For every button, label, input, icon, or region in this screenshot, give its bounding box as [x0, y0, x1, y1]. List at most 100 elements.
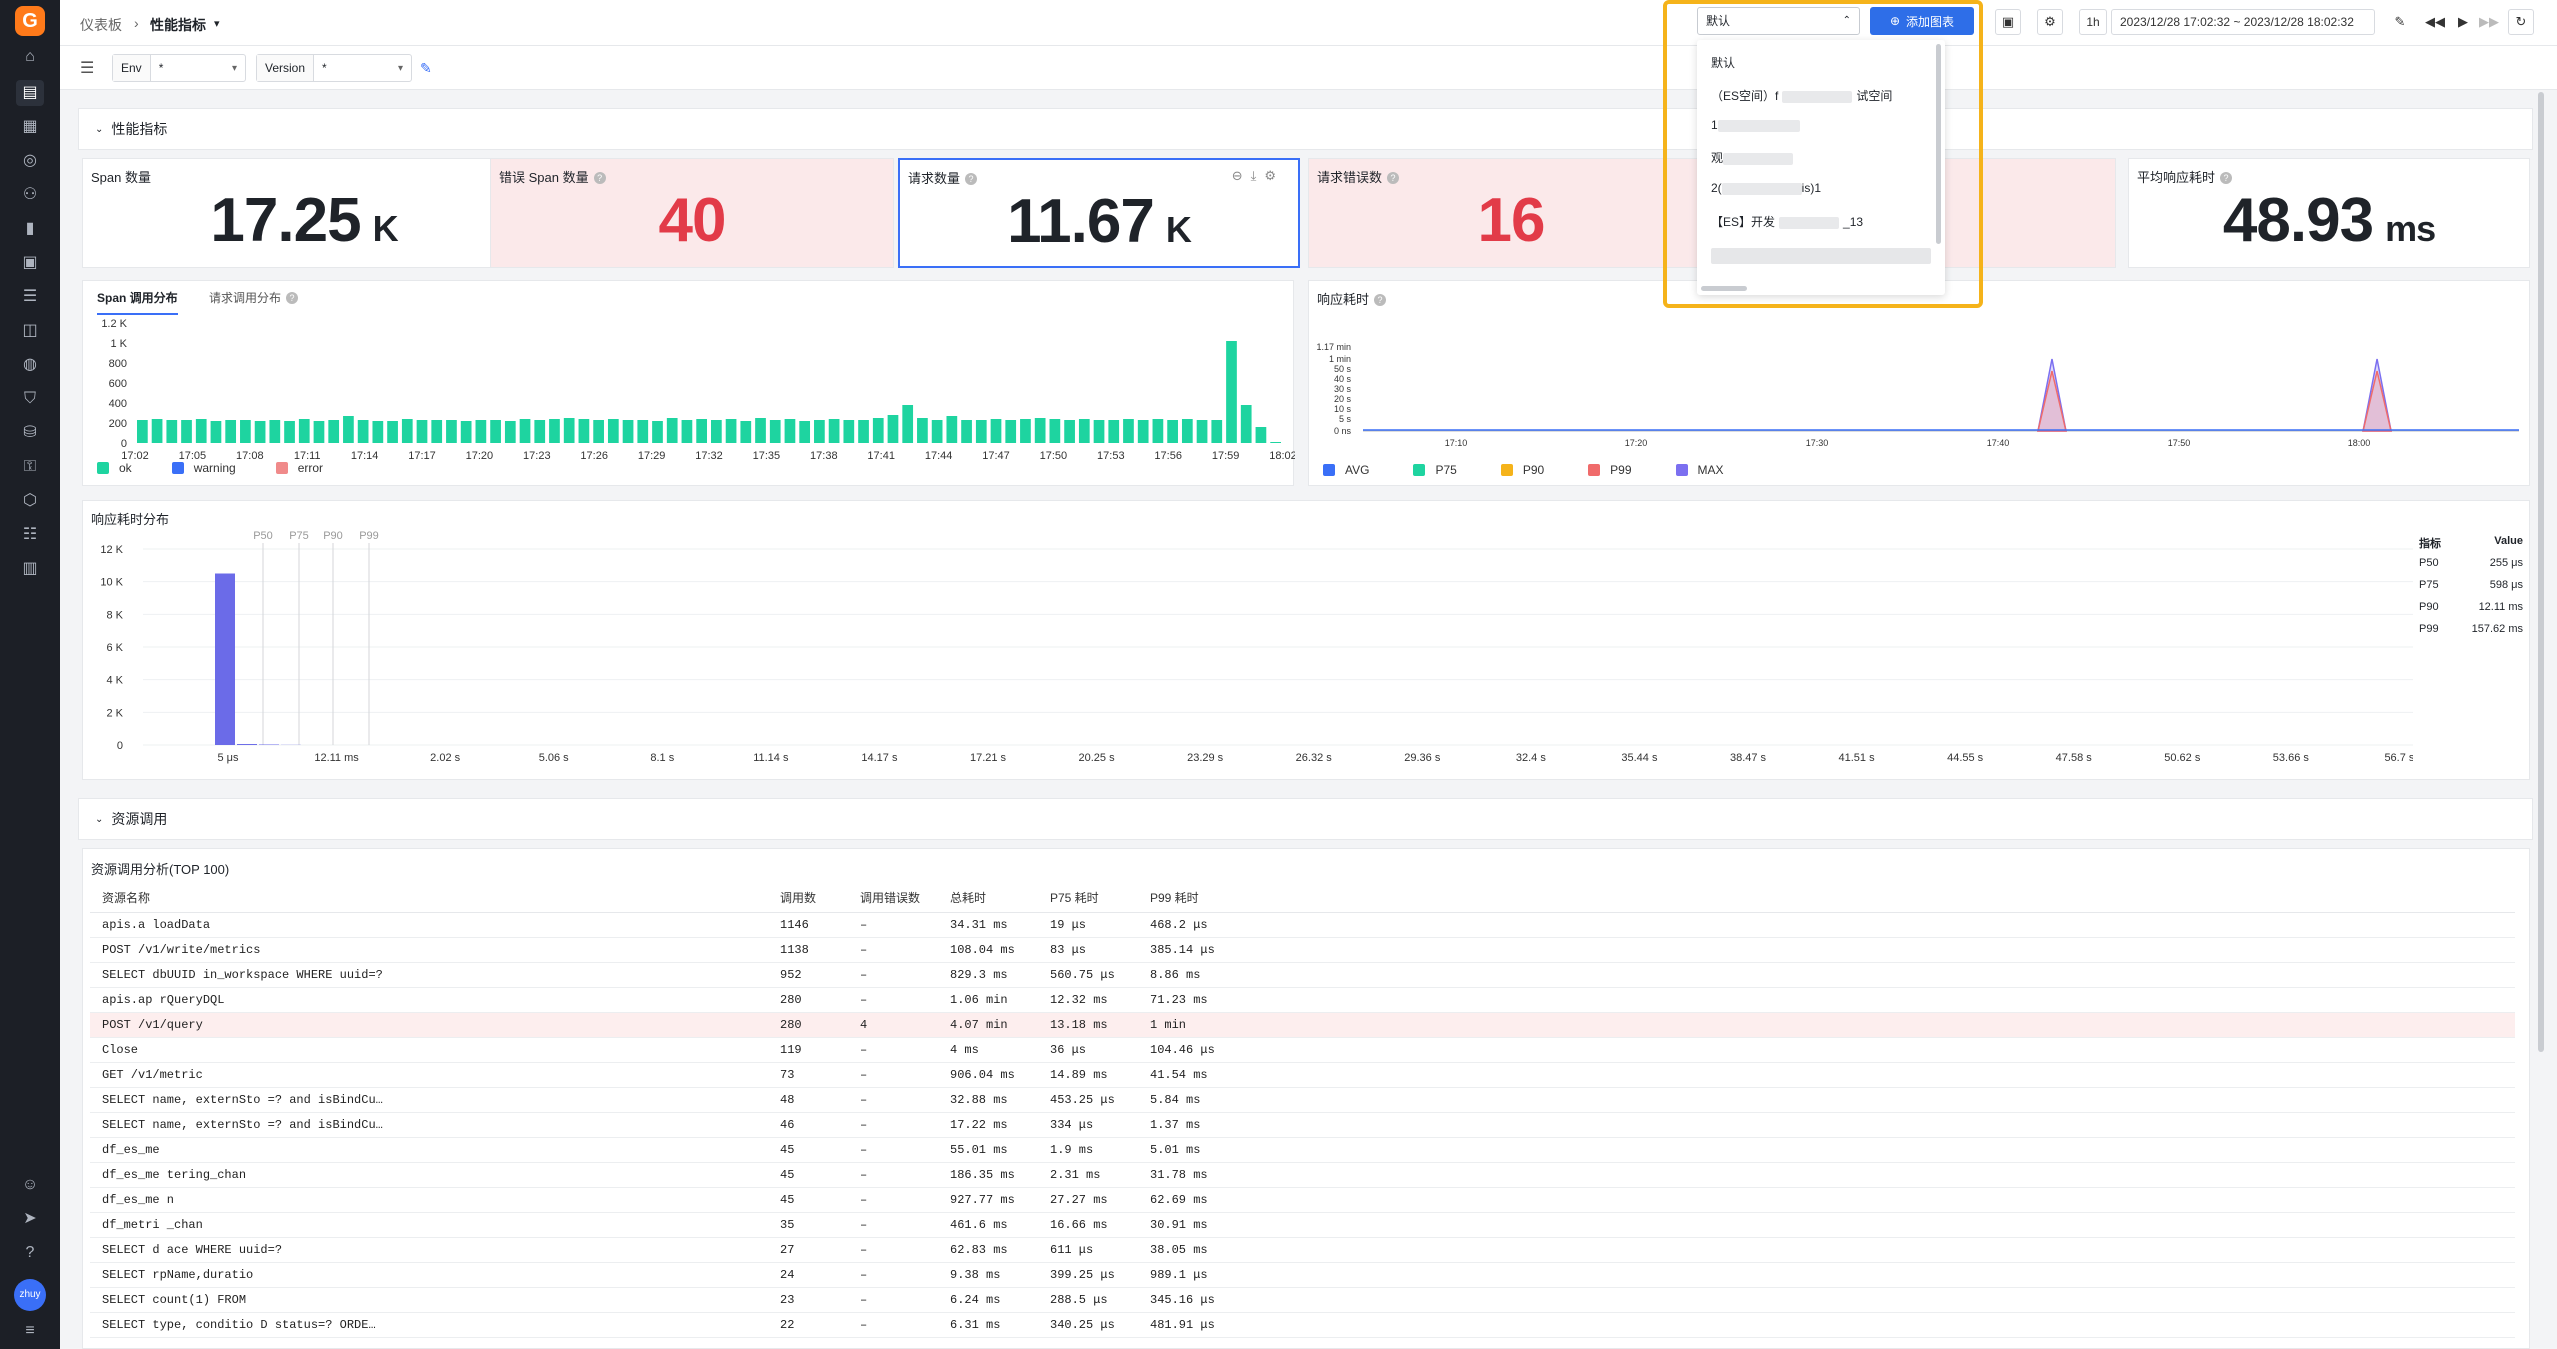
legend-max[interactable]: MAX — [1697, 463, 1724, 477]
settings-sliders-icon[interactable]: ☷ — [22, 526, 38, 543]
home-icon[interactable]: ⌂ — [25, 48, 35, 65]
menu-item[interactable]: 默认 — [1711, 56, 1736, 70]
table-row[interactable]: df_metri _chan 35–461.6 ms 16.66 ms 30.91 m… — [90, 1212, 2515, 1238]
legend-p90[interactable]: P90 — [1522, 463, 1545, 477]
list-icon[interactable]: ☰ — [22, 288, 38, 305]
menu-item[interactable]: 【ES】开发 _13 — [1711, 215, 1864, 229]
menu-item[interactable]: 1 — [1711, 118, 1800, 132]
menu-item[interactable]: （ES空间）f 试空间 — [1711, 89, 1893, 103]
legend-avg[interactable]: AVG — [1345, 463, 1370, 477]
log-search-icon[interactable]: ▣ — [22, 254, 38, 271]
rewind-icon[interactable]: ◀◀ — [2424, 9, 2446, 35]
view-selector[interactable]: 默认 ⌃ — [1697, 7, 1860, 35]
page-scrollbar[interactable] — [2536, 92, 2546, 1348]
tab-span-distribution[interactable]: Span 调用分布 — [97, 281, 178, 315]
table-row[interactable]: SELECT rpName,duratio 24–9.38 ms 399.25 μs… — [90, 1262, 2515, 1288]
table-row[interactable]: POST /v1/query 280 4 4.07 min 13.18 ms 1 min — [90, 1012, 2515, 1038]
legend-error[interactable]: error — [297, 461, 324, 475]
column-header[interactable]: 资源名称 — [90, 884, 780, 913]
tab-request-distribution[interactable]: 请求调用分布? — [209, 281, 299, 315]
avatar[interactable]: zhuy — [14, 1279, 46, 1311]
table-row[interactable]: Close 119–4 ms 36 μs 104.46 μs — [90, 1037, 2515, 1063]
table-row[interactable]: apis.ap rQueryDQL 280–1.06 min 12.32 ms 71.… — [90, 987, 2515, 1013]
legend-p99[interactable]: P99 — [1610, 463, 1632, 477]
topology-icon[interactable]: ⚇ — [22, 186, 38, 203]
security-icon[interactable]: ⬡ — [23, 492, 37, 509]
dashboard-icon[interactable]: ▤ — [16, 80, 44, 106]
refresh-icon[interactable]: ↻ — [2508, 9, 2534, 35]
send-icon[interactable]: ➤ — [23, 1210, 37, 1227]
database-icon[interactable]: ⛁ — [23, 424, 37, 441]
collapse-menu-icon[interactable]: ≡ — [25, 1322, 35, 1339]
table-row[interactable]: SELECT name, externSto =? and isBindCu… 4… — [90, 1112, 2515, 1138]
table-row[interactable]: POST /v1/write/metrics 1138–108.04 ms 83 μ… — [90, 937, 2515, 963]
menu-item-blurred[interactable] — [1711, 248, 1931, 264]
cell-calls: 119 — [780, 1037, 860, 1063]
table-row[interactable]: SELECT d ace WHERE uuid=? 27–62.83 ms 611 … — [90, 1237, 2515, 1263]
legend-p75[interactable]: P75 — [1435, 463, 1457, 477]
gear-icon[interactable]: ⚙ — [1264, 168, 1284, 183]
group-header-performance[interactable]: ⌄ 性能指标 — [78, 108, 2533, 150]
menu-item[interactable]: 观 — [1711, 149, 1794, 166]
help-icon[interactable]: ? — [286, 292, 299, 304]
legend-ok[interactable]: ok — [119, 461, 132, 475]
refresh-interval[interactable]: 1h — [2079, 9, 2107, 35]
apps-icon[interactable]: ◫ — [22, 322, 38, 339]
column-header[interactable]: 调用错误数 — [860, 884, 950, 913]
help-icon[interactable]: ? — [2220, 172, 2233, 184]
breadcrumb-current[interactable]: 性能指标 — [150, 17, 206, 33]
calendar-icon[interactable]: ▦ — [22, 118, 38, 135]
screen-icon[interactable]: ▣ — [1995, 9, 2021, 35]
kpi-request-count[interactable]: 请求数量? ⊖⤓⚙ 11.67 K — [898, 158, 1300, 268]
table-row[interactable]: df_es_me n 45–927.77 ms 27.27 ms 62.69 ms — [90, 1187, 2515, 1213]
group-header-resources[interactable]: ⌄ 资源调用 — [78, 798, 2533, 840]
menu-scrollbar[interactable] — [1936, 44, 1941, 244]
version-filter[interactable]: Version * ▾ — [256, 54, 412, 82]
column-header[interactable]: 总耗时 — [950, 884, 1050, 913]
column-header[interactable]: P99 耗时 — [1150, 884, 2515, 913]
time-range-picker[interactable]: 2023/12/28 17:02:32 ~ 2023/12/28 18:02:3… — [2111, 9, 2375, 35]
view-selector-menu: 默认 （ES空间）f 试空间 1 观 2(is)1 【ES】开发 _13 — [1697, 40, 1945, 295]
menu-item[interactable]: 2(is)1 — [1711, 181, 1822, 195]
scrollbar-thumb[interactable] — [2538, 92, 2544, 1052]
shield-icon[interactable]: ⛉ — [23, 390, 36, 407]
edit-icon[interactable]: ✎ — [420, 60, 432, 76]
legend-warning[interactable]: warning — [193, 461, 236, 475]
table-row[interactable]: df_es_me tering_chan 45–186.35 ms 2.31 ms 3… — [90, 1162, 2515, 1188]
help-icon[interactable]: ? — [593, 172, 606, 184]
table-row[interactable]: df_es_me 45–55.01 ms 1.9 ms 5.01 ms — [90, 1137, 2515, 1163]
column-header[interactable]: P75 耗时 — [1050, 884, 1150, 913]
table-row[interactable]: apis.a loadData 1146–34.31 ms 19 μs 468.2 μ… — [90, 912, 2515, 938]
help-icon[interactable]: ? — [25, 1244, 35, 1261]
pin-icon[interactable]: ✎ — [2389, 9, 2411, 35]
zoom-icon[interactable]: ⊖ — [1231, 168, 1251, 183]
help-icon[interactable]: ? — [1374, 294, 1387, 306]
table-row[interactable]: SELECT type, conditio D status=? ORDE… 22… — [90, 1312, 2515, 1338]
monitor-icon[interactable]: ◍ — [23, 356, 37, 373]
metrics-icon[interactable]: ▮ — [25, 220, 35, 237]
env-filter[interactable]: Env * ▾ — [112, 54, 246, 82]
download-icon[interactable]: ⤓ — [1250, 168, 1265, 183]
play-icon[interactable]: ▶ — [2452, 9, 2474, 35]
chevron-down-icon[interactable]: ▾ — [214, 18, 220, 30]
help-icon[interactable]: ? — [1387, 172, 1400, 184]
table-row[interactable]: GET /v1/metric 73–906.04 ms 14.89 ms 41.54 … — [90, 1062, 2515, 1088]
env-filter-label: Env — [113, 55, 151, 81]
lock-icon[interactable]: ⚿ — [23, 458, 37, 475]
forward-icon[interactable]: ▶▶ — [2478, 9, 2500, 35]
scan-icon[interactable]: ◎ — [23, 152, 37, 169]
table-row[interactable]: SELECT dbUUID in_workspace WHERE uuid=? 9… — [90, 962, 2515, 988]
integration-icon[interactable]: ▥ — [22, 560, 38, 577]
table-row[interactable]: SELECT count(1) FROM 23–6.24 ms 288.5 μs 34… — [90, 1287, 2515, 1313]
column-header[interactable]: 调用数 — [780, 884, 860, 913]
add-chart-button[interactable]: ⊕ 添加图表 — [1870, 7, 1974, 35]
filter-icon[interactable]: ☰ — [80, 60, 95, 77]
help-icon[interactable]: ? — [965, 173, 978, 185]
user-add-icon[interactable]: ☺ — [21, 1176, 39, 1193]
table-row[interactable]: SELECT name, externSto =? and isBindCu… 4… — [90, 1087, 2515, 1113]
gear-icon[interactable]: ⚙ — [2037, 9, 2063, 35]
app-logo[interactable]: G — [15, 6, 45, 36]
kpi-title: 请求数量 — [908, 171, 961, 186]
menu-hscrollbar[interactable] — [1701, 286, 1747, 291]
breadcrumb-root[interactable]: 仪表板 — [80, 17, 122, 33]
